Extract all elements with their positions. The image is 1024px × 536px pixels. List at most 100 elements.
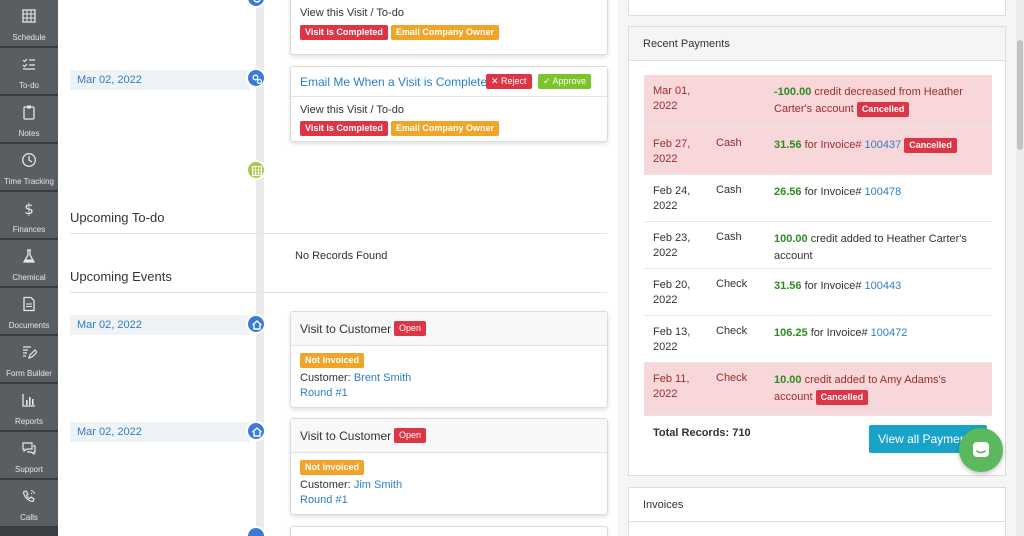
scrollbar[interactable]: [1016, 0, 1024, 536]
status-badge: Open: [394, 428, 427, 443]
event-card: Visit to Customer Open Not Invoiced Cust…: [290, 418, 608, 515]
sidebar-item-label: Form Builder: [6, 369, 52, 378]
home-icon: [246, 314, 266, 334]
payment-method: Cash: [716, 137, 742, 149]
event-date: Mar 02, 2022: [70, 422, 250, 442]
clock-icon: [22, 153, 36, 167]
divider: [70, 233, 607, 234]
sidebar-item-label: Documents: [8, 321, 50, 330]
phone-icon: [22, 490, 35, 503]
payment-date: Feb 27, 2022: [653, 138, 691, 165]
chat-launcher-button[interactable]: [959, 428, 1003, 472]
invoice-badge: Not Invoiced: [300, 460, 365, 475]
dollar-icon: $: [24, 200, 34, 216]
sidebar-item-reports[interactable]: Reports: [0, 384, 58, 431]
cancelled-badge: Cancelled: [815, 390, 869, 405]
payment-desc: 106.25 for Invoice# 100472: [774, 327, 908, 339]
sidebar-item-time-tracking[interactable]: Time Tracking: [0, 144, 58, 191]
event-card: Visit to Customer Open Not Invoiced Cust…: [290, 311, 608, 408]
payment-desc: -100.00 credit decreased from Heather Ca…: [774, 86, 963, 117]
sidebar-item-label: Schedule: [12, 33, 46, 42]
table-row: Feb 23, 2022 Cash 100.00 credit added to…: [644, 222, 992, 269]
reject-button[interactable]: ✕ Reject: [486, 74, 532, 89]
payment-desc: 31.56 for Invoice# 100443: [774, 280, 902, 292]
payment-date: Feb 13, 2022: [653, 326, 691, 353]
event-title[interactable]: Visit to Customer: [300, 322, 392, 336]
sidebar-item-form-builder[interactable]: Form Builder: [0, 336, 58, 383]
table-row: Feb 11, 2022 Check 10.00 credit added to…: [644, 363, 992, 416]
badge-email-owner: Email Company Owner: [390, 121, 499, 136]
view-link-text[interactable]: View this Visit / To-do: [300, 104, 404, 116]
todo-card[interactable]: View this Visit / To-do Visit is Complet…: [290, 0, 608, 55]
email-visit-card: Email Me When a Visit is Complete ✕ Reje…: [290, 66, 608, 142]
customer-label: Customer:: [300, 479, 351, 491]
total-records: Total Records: 710: [653, 427, 751, 439]
sidebar-item-support[interactable]: Support: [0, 432, 58, 479]
sidebar-item-notes[interactable]: Notes: [0, 96, 58, 143]
home-icon: [246, 526, 266, 536]
invoice-link[interactable]: 100437: [864, 139, 902, 151]
approve-button[interactable]: ✓ Approve: [538, 74, 592, 89]
badge-completed: Visit is Completed: [300, 25, 388, 40]
divider: [70, 292, 607, 293]
payment-method: Cash: [716, 231, 742, 243]
cancelled-badge: Cancelled: [856, 102, 910, 117]
sidebar-item-schedule[interactable]: Schedule: [0, 0, 58, 47]
payment-desc: 10.00 credit added to Amy Adams's accoun…: [774, 374, 947, 405]
payment-date: Feb 20, 2022: [653, 279, 691, 306]
right-panel: Recent Payments Mar 01, 2022 -100.00 cre…: [618, 0, 1024, 536]
sidebar-item-label: Time Tracking: [4, 177, 54, 186]
sidebar: Schedule To-do Notes Time Tracking $ Fin…: [0, 0, 58, 536]
sidebar-item-todo[interactable]: To-do: [0, 48, 58, 95]
customer-link[interactable]: Brent Smith: [353, 372, 412, 384]
clipboard-icon: [23, 105, 35, 120]
sidebar-item-label: Support: [14, 465, 44, 474]
view-link-text[interactable]: View this Visit / To-do: [300, 7, 404, 19]
payment-method: Cash: [716, 184, 742, 196]
sidebar-item-finances[interactable]: $ Finances: [0, 192, 58, 239]
chat-icon: [22, 442, 36, 456]
round-link[interactable]: Round #1: [300, 387, 348, 399]
event-date: Mar 02, 2022: [70, 315, 250, 335]
badge-email-owner: Email Company Owner: [390, 25, 499, 40]
panel-title: Recent Payments: [629, 27, 1005, 61]
scrollbar-thumb[interactable]: [1017, 40, 1023, 150]
sidebar-item-label: Finances: [12, 225, 46, 234]
payment-date: Mar 01, 2022: [653, 85, 691, 112]
invoice-link[interactable]: 100472: [870, 327, 908, 339]
invoice-link[interactable]: 100443: [864, 280, 902, 292]
payment-date: Feb 11, 2022: [653, 373, 690, 400]
invoice-badge: Not Invoiced: [300, 353, 365, 368]
table-row: Feb 20, 2022 Check 31.56 for Invoice# 10…: [644, 269, 992, 316]
sidebar-item-documents[interactable]: Documents: [0, 288, 58, 335]
payment-date: Feb 23, 2022: [653, 232, 691, 259]
bar-chart-icon: [22, 394, 35, 407]
sidebar-item-label: Chemical: [12, 273, 46, 282]
customer-label: Customer:: [300, 372, 351, 384]
payment-date: Feb 24, 2022: [653, 185, 691, 212]
svg-text:$: $: [24, 200, 34, 216]
round-link[interactable]: Round #1: [300, 494, 348, 506]
payment-desc: 31.56 for Invoice# 100437 Cancelled: [774, 137, 984, 154]
payment-desc: 26.56 for Invoice# 100478: [774, 186, 902, 198]
invoice-link[interactable]: 100478: [864, 186, 902, 198]
status-badge: Open: [394, 321, 427, 336]
document-icon: [23, 296, 35, 312]
sidebar-item-calls[interactable]: Calls: [0, 480, 58, 527]
sidebar-item-chemical[interactable]: Chemical: [0, 240, 58, 287]
customer-link[interactable]: Jim Smith: [353, 479, 403, 491]
flask-icon: [22, 249, 36, 263]
card-title-link[interactable]: Email Me When a Visit is Complete: [300, 75, 488, 89]
invoices-panel: Invoices: [628, 487, 1006, 536]
table-row: Feb 13, 2022 Check 106.25 for Invoice# 1…: [644, 316, 992, 363]
empty-state: No Records Found: [295, 250, 388, 262]
sidebar-item-label: Notes: [18, 129, 40, 138]
event-title[interactable]: Visit to Customer: [300, 429, 392, 443]
calendar-icon: [246, 160, 266, 180]
timeline-line: [256, 0, 264, 536]
main-content: View this Visit / To-do Visit is Complet…: [58, 0, 618, 536]
upcoming-events-title: Upcoming Events: [70, 269, 172, 284]
sidebar-item-label: Reports: [14, 417, 43, 426]
checklist-icon: [22, 58, 35, 70]
cancelled-badge: Cancelled: [904, 138, 957, 153]
